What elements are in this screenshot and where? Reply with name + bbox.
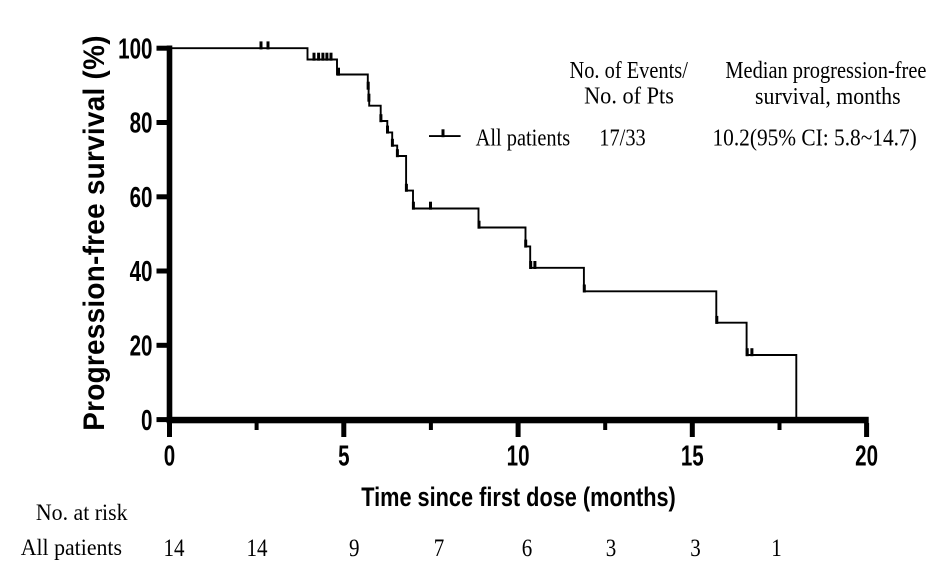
svg-text:14: 14	[164, 533, 185, 561]
svg-text:0: 0	[164, 440, 175, 472]
svg-text:40: 40	[130, 256, 153, 288]
svg-text:1: 1	[771, 533, 782, 561]
svg-text:No. at risk: No. at risk	[36, 500, 128, 526]
svg-text:All patients: All patients	[21, 535, 122, 561]
svg-text:20: 20	[130, 330, 153, 362]
svg-text:80: 80	[130, 107, 153, 139]
svg-text:No. of Pts: No. of Pts	[584, 83, 674, 110]
svg-text:20: 20	[855, 440, 878, 472]
svg-text:10: 10	[507, 440, 530, 472]
svg-text:0: 0	[141, 405, 152, 437]
svg-text:15: 15	[681, 440, 704, 472]
svg-text:14: 14	[247, 533, 268, 561]
svg-text:5: 5	[338, 440, 350, 472]
svg-text:Progression-free survival (%): Progression-free survival (%)	[78, 35, 111, 431]
svg-text:7: 7	[434, 533, 445, 561]
svg-text:All patients: All patients	[476, 124, 571, 151]
svg-text:10.2(95% CI: 5.8~14.7): 10.2(95% CI: 5.8~14.7)	[713, 124, 917, 150]
svg-text:3: 3	[606, 533, 617, 561]
svg-text:Median progression-free: Median progression-free	[725, 56, 926, 83]
svg-text:3: 3	[690, 533, 701, 561]
svg-text:survival, months: survival, months	[755, 83, 901, 109]
svg-text:60: 60	[130, 182, 153, 214]
svg-text:17/33: 17/33	[599, 124, 645, 151]
svg-text:100: 100	[118, 33, 152, 65]
svg-text:6: 6	[522, 533, 533, 561]
svg-text:9: 9	[349, 533, 360, 561]
svg-text:Time since first dose (months): Time since first dose (months)	[361, 483, 676, 513]
svg-text:No. of Events/: No. of Events/	[570, 56, 689, 83]
